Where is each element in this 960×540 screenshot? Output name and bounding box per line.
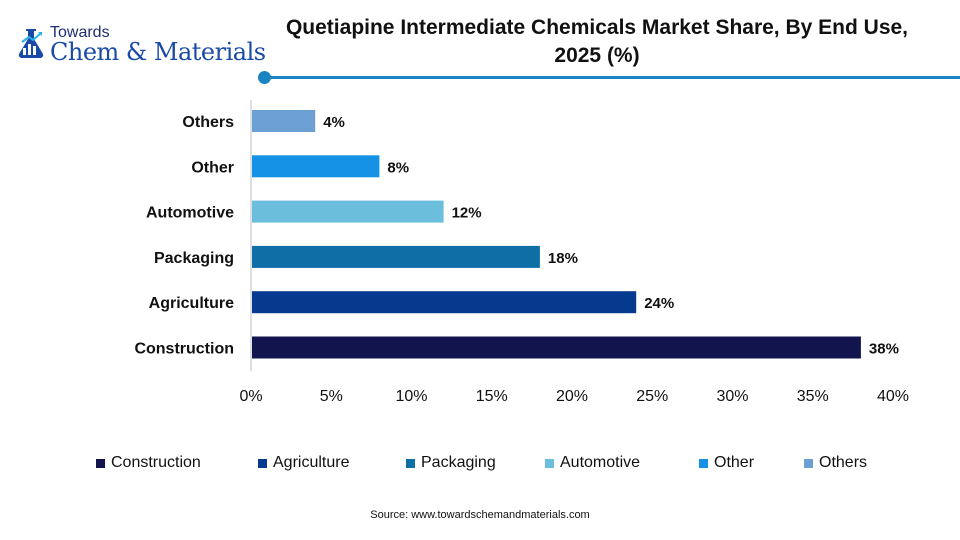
legend-label: Packaging <box>421 454 496 471</box>
legend-label: Others <box>819 454 868 471</box>
legend-item-construction: Construction <box>96 452 201 474</box>
legend-item-packaging: Packaging <box>406 452 496 474</box>
data-label: 4% <box>323 114 345 131</box>
brand-logo: Towards Chem & Materials <box>14 24 266 68</box>
category-label: Construction <box>134 341 234 358</box>
x-tick-label: 35% <box>797 388 829 405</box>
legend-swatch <box>258 458 267 468</box>
legend-label: Other <box>714 454 755 471</box>
bar-construction <box>252 336 861 359</box>
x-tick-label: 10% <box>395 388 427 405</box>
bar-chart: Others 4% Other 8% Automotive 12% Packaging 18%… <box>134 100 909 405</box>
bar-other <box>252 155 380 178</box>
title-divider-dot <box>258 71 271 84</box>
x-tick-label: 5% <box>320 388 343 405</box>
x-tick-label: 25% <box>636 388 668 405</box>
category-label: Automotive <box>146 205 234 222</box>
x-tick-label: 40% <box>877 388 909 405</box>
category-label: Agriculture <box>149 295 234 312</box>
data-label: 24% <box>644 295 674 312</box>
bar-automotive <box>252 200 444 223</box>
legend-swatch <box>96 458 105 468</box>
source-note: Source: www.towardschemandmaterials.com <box>370 509 590 521</box>
legend-item-automotive: Automotive <box>545 452 640 474</box>
chart-title: Quetiapine Intermediate Chemicals Market… <box>285 16 909 67</box>
legend-label: Automotive <box>560 454 641 471</box>
brand-top-text: Towards <box>50 24 110 41</box>
legend-swatch <box>406 458 415 468</box>
x-tick-label: 0% <box>239 388 262 405</box>
legend-label: Construction <box>111 454 201 471</box>
x-tick-label: 30% <box>716 388 748 405</box>
legend-swatch <box>699 458 708 468</box>
data-label: 38% <box>869 341 899 358</box>
data-label: 8% <box>387 159 409 176</box>
brand-main-text: Chem & Materials <box>50 38 266 66</box>
bar-packaging <box>252 245 540 268</box>
category-label: Other <box>191 159 234 176</box>
title-divider <box>265 76 960 79</box>
legend-item-other: Other <box>699 452 754 474</box>
category-label: Packaging <box>154 250 234 267</box>
legend-swatch <box>804 458 813 468</box>
legend-label: Agriculture <box>273 454 350 471</box>
data-label: 18% <box>548 250 578 267</box>
x-tick-label: 20% <box>556 388 588 405</box>
legend-item-agriculture: Agriculture <box>258 452 349 474</box>
chart-legend: Construction Agriculture Packaging Automoti… <box>0 452 960 474</box>
bar-others <box>252 110 316 132</box>
legend-swatch <box>545 458 554 468</box>
data-label: 12% <box>452 205 482 222</box>
bar-agriculture <box>252 291 637 314</box>
category-label: Others <box>182 114 234 131</box>
legend-item-others: Others <box>804 452 867 474</box>
x-tick-label: 15% <box>476 388 508 405</box>
flask-icon <box>18 29 44 59</box>
